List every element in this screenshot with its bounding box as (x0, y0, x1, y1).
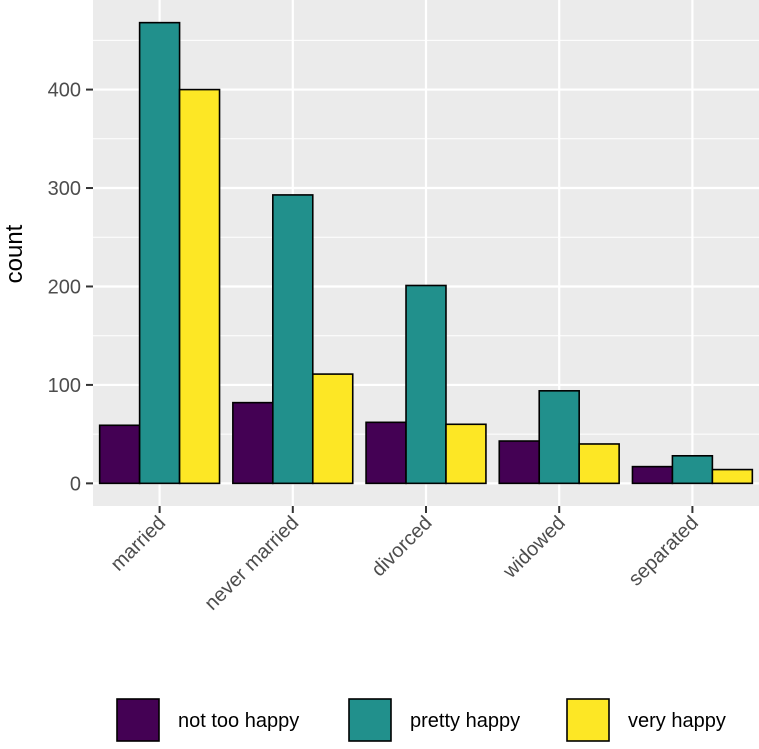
y-tick-label: 200 (48, 276, 81, 298)
x-tick-label: never married (201, 512, 304, 615)
bar-never-married-very-happy (311, 373, 354, 485)
y-tick-label: 400 (48, 80, 81, 102)
bar-widowed-pretty-happy (538, 390, 580, 485)
y-axis-title: count (1, 224, 28, 283)
y-tick-label: 300 (48, 178, 81, 200)
bar-married-not-too-happy (98, 424, 141, 485)
bar-separated-not-too-happy (631, 465, 674, 485)
y-axis: 0 100 200 300 400 (48, 80, 93, 495)
bar-divorced-pretty-happy (405, 284, 447, 485)
y-tick-label: 0 (70, 473, 81, 495)
bar-divorced-very-happy (445, 423, 487, 485)
legend: not too happy pretty happy very happy (116, 698, 726, 742)
y-tick-label: 100 (48, 375, 81, 397)
legend-key (116, 698, 160, 742)
x-tick-label: separated (624, 512, 702, 590)
legend-label: pretty happy (410, 710, 520, 732)
legend-label: very happy (628, 710, 726, 732)
bar-married-very-happy (178, 88, 221, 485)
x-tick-label: widowed (498, 512, 569, 583)
legend-key (348, 698, 392, 742)
x-axis: married never married divorced widowed separ… (107, 506, 703, 615)
x-tick-label: married (107, 512, 170, 575)
bar-divorced-not-too-happy (365, 421, 407, 485)
bars (98, 21, 754, 485)
bar-married-pretty-happy (138, 21, 181, 485)
legend-key (566, 698, 610, 742)
legend-label: not too happy (178, 710, 299, 732)
bar-never-married-not-too-happy (232, 401, 274, 485)
bar-widowed-not-too-happy (498, 440, 541, 485)
bar-never-married-pretty-happy (272, 194, 314, 485)
bar-widowed-very-happy (578, 443, 620, 485)
bar-separated-pretty-happy (671, 454, 714, 485)
bar-separated-very-happy (711, 468, 754, 485)
x-tick-label: divorced (368, 512, 437, 581)
